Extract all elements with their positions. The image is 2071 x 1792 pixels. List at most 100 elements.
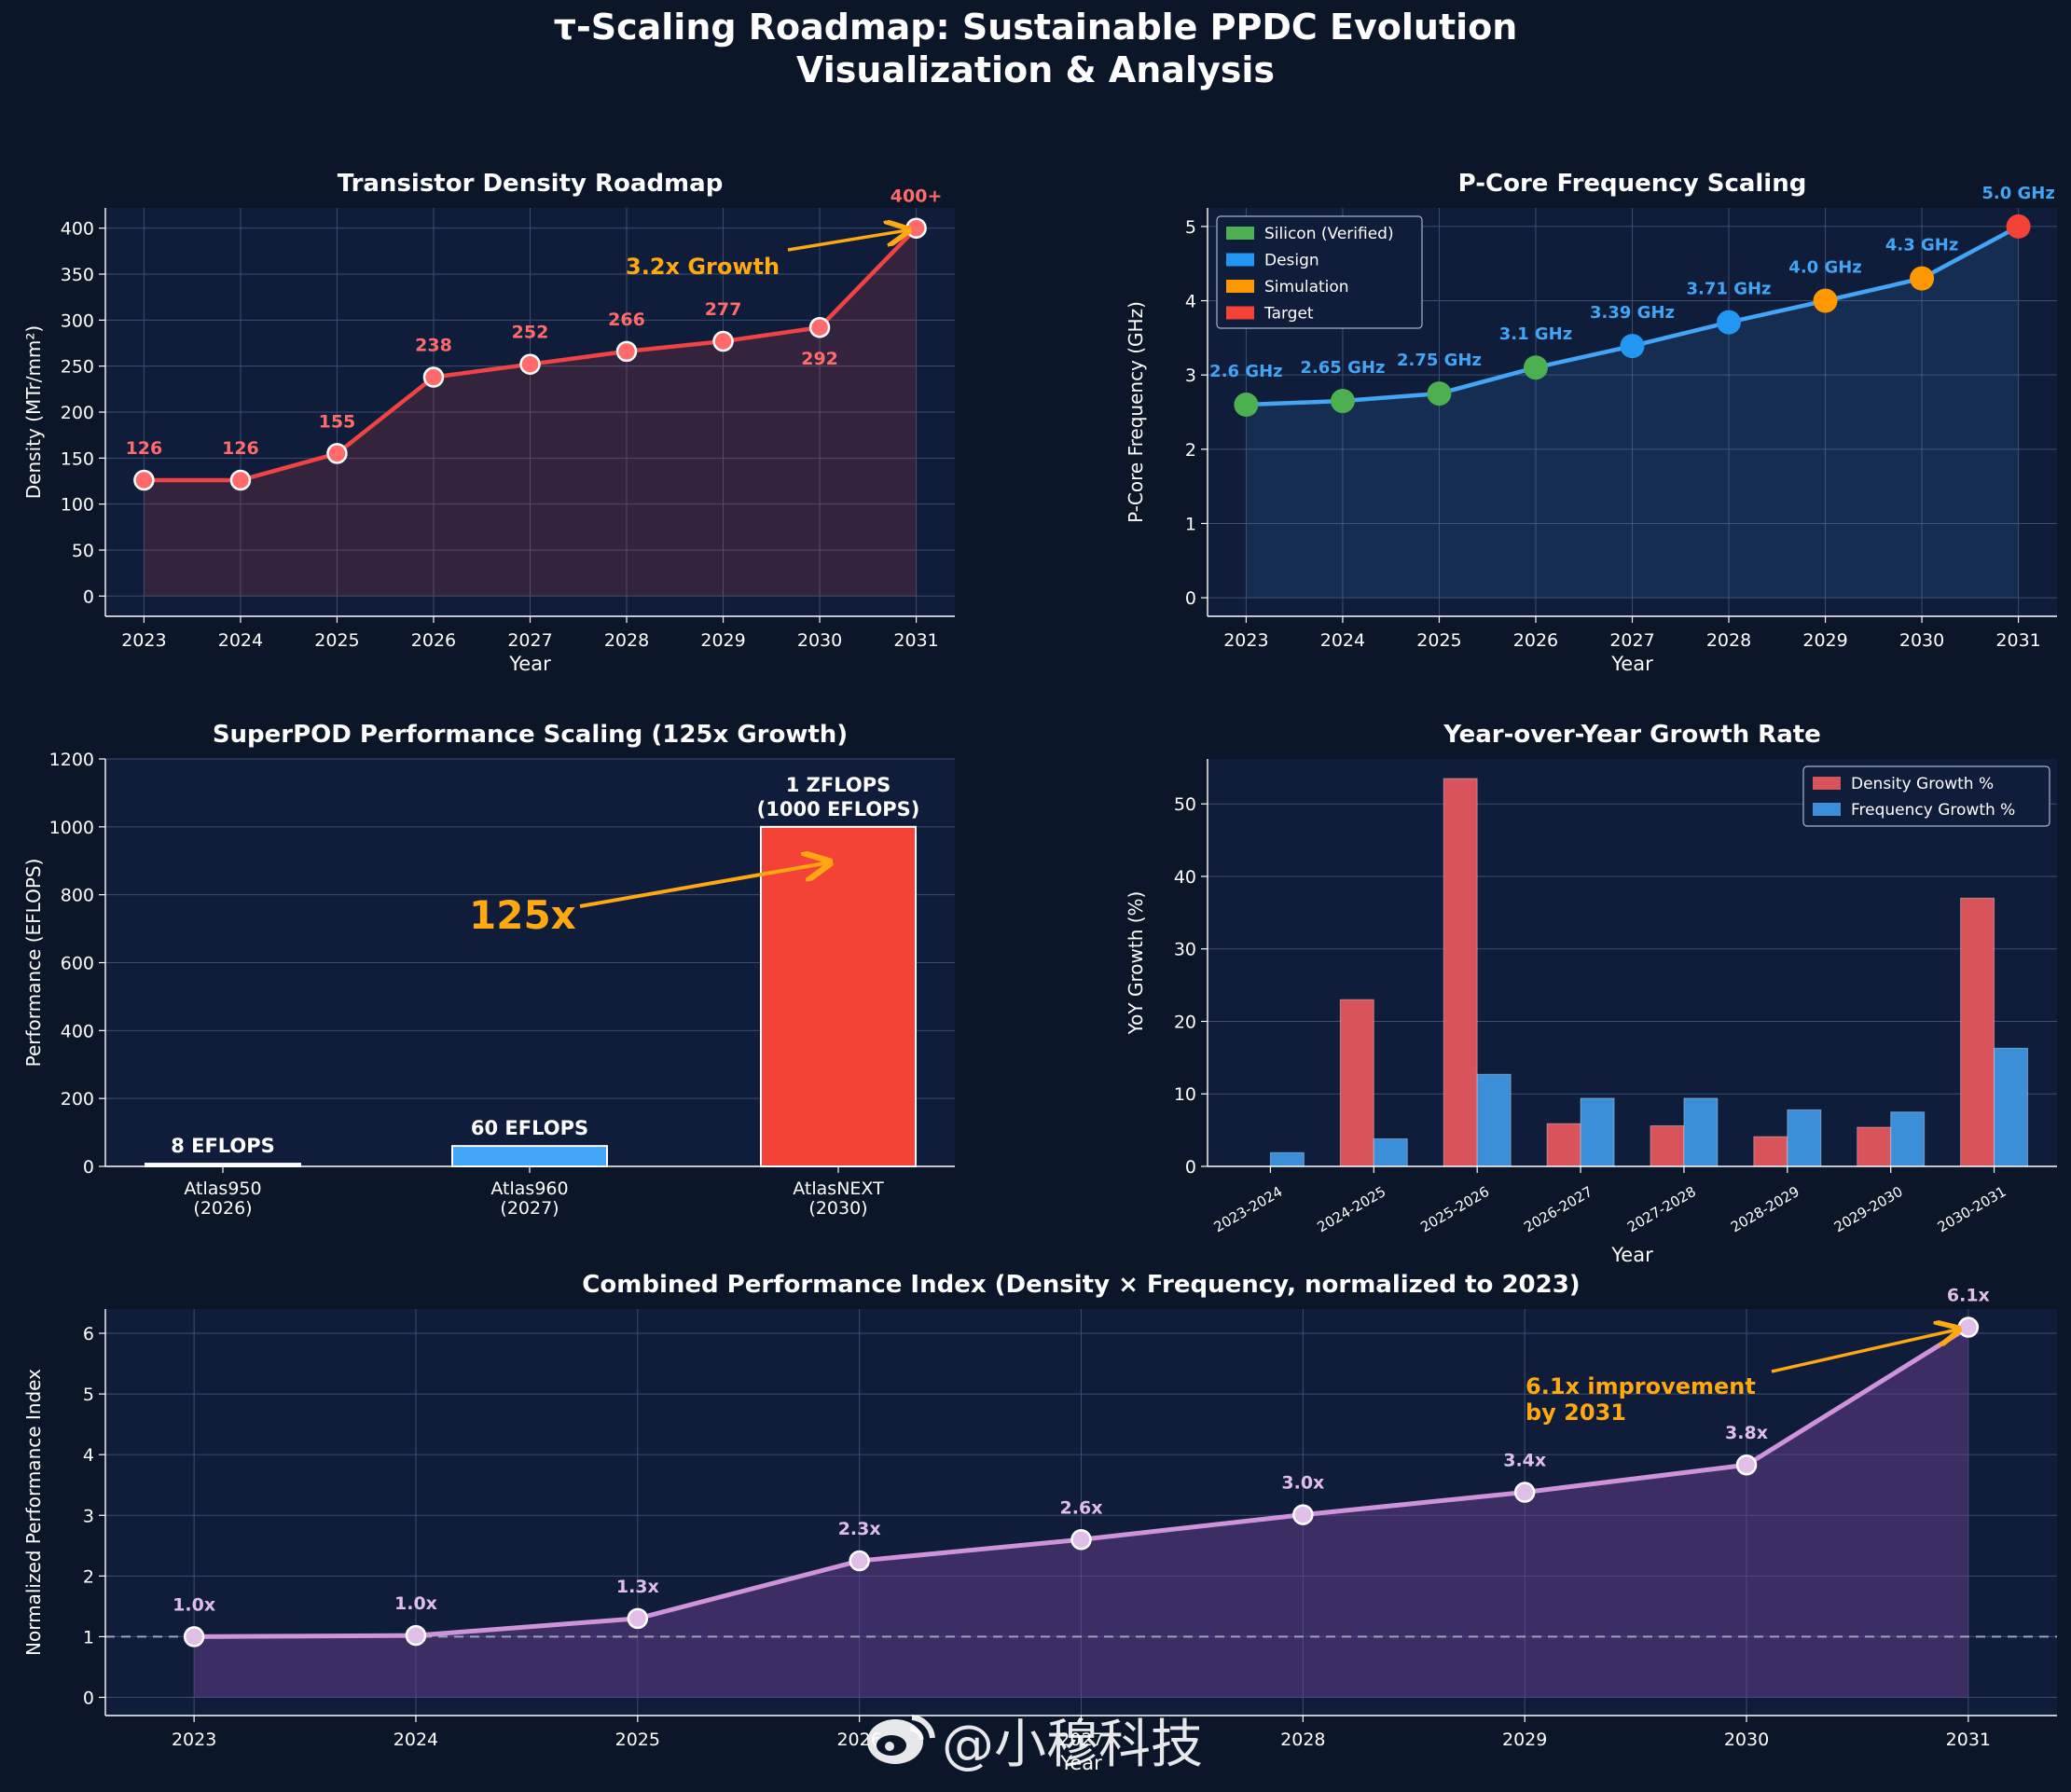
density-title: Transistor Density Roadmap — [338, 170, 724, 198]
density-point — [905, 217, 927, 239]
combined-y-tick-label: 3 — [83, 1506, 94, 1526]
superpod-bar-label: 60 EFLOPS — [471, 1117, 588, 1139]
density-point — [615, 340, 638, 363]
frequency-y-tick-label: 0 — [1185, 588, 1196, 609]
density-point — [229, 469, 252, 491]
frequency-title: P-Core Frequency Scaling — [1458, 170, 1807, 198]
superpod-title: SuperPOD Performance Scaling (125x Growt… — [213, 721, 848, 749]
yoy-legend-swatch — [1813, 803, 1841, 816]
combined-point-label: 1.0x — [173, 1594, 215, 1615]
density-point-label: 155 — [319, 411, 356, 432]
density-x-tick-label: 2025 — [314, 630, 359, 651]
density-point-label: 126 — [126, 438, 163, 459]
frequency-x-tick-label: 2024 — [1320, 630, 1365, 651]
density-annotation-arrow — [787, 230, 909, 252]
frequency-y-tick-label: 5 — [1185, 217, 1196, 238]
density-x-tick-label: 2031 — [893, 630, 938, 651]
density-point-label: 252 — [512, 323, 549, 343]
superpod-annotation: 125x — [469, 892, 576, 938]
frequency-point — [1330, 389, 1355, 414]
combined-x-tick-label: 2029 — [1502, 1730, 1547, 1750]
superpod-y-axis-label: Performance (EFLOPS) — [22, 859, 45, 1068]
frequency-y-tick-label: 4 — [1185, 292, 1196, 312]
density-point-label: 126 — [222, 438, 259, 459]
frequency-x-tick-label: 2029 — [1802, 630, 1847, 651]
yoy-bar — [1683, 1097, 1719, 1167]
density-point-label: 238 — [415, 336, 452, 356]
superpod-y-tick-label: 0 — [83, 1157, 94, 1178]
density-point-label: 266 — [608, 310, 645, 330]
yoy-bar — [1753, 1136, 1788, 1167]
frequency-point — [1910, 266, 1935, 291]
combined-annotation-line-2: by 2031 — [1526, 1399, 1626, 1426]
combined-y-tick-label: 0 — [83, 1688, 94, 1708]
frequency-point — [1717, 310, 1742, 335]
yoy-legend-label: Density Growth % — [1851, 775, 1994, 793]
yoy-bar — [1546, 1123, 1581, 1167]
yoy-bar — [1890, 1111, 1926, 1167]
yoy-bar — [1339, 999, 1374, 1167]
frequency-x-tick-label: 2027 — [1609, 630, 1654, 651]
superpod-y-tick-label: 600 — [61, 954, 94, 974]
combined-point — [1735, 1454, 1758, 1476]
frequency-point — [1813, 288, 1838, 313]
combined-point-label: 2.3x — [838, 1519, 881, 1539]
yoy-y-tick-label: 30 — [1174, 940, 1196, 960]
combined-y-tick-label: 5 — [83, 1385, 94, 1405]
combined-x-axis-label: Year — [1059, 1752, 1102, 1774]
combined-y-axis-label: Normalized Performance Index — [22, 1369, 45, 1656]
combined-point-label: 1.0x — [394, 1593, 437, 1614]
frequency-legend-swatch — [1226, 280, 1254, 293]
frequency-point-label: 2.65 GHz — [1300, 358, 1385, 378]
yoy-title: Year-over-Year Growth Rate — [1443, 721, 1821, 749]
density-y-axis-label: Density (MTr/mm²) — [22, 325, 45, 499]
combined-y-tick-label: 1 — [83, 1627, 94, 1647]
yoy-y-tick-label: 0 — [1185, 1157, 1196, 1178]
watermark-text: @小穆科技 — [942, 1715, 1203, 1775]
superpod-y-tick-label: 800 — [61, 886, 94, 906]
frequency-legend-swatch — [1226, 253, 1254, 267]
superpod-x-tick-label: (2030) — [808, 1198, 867, 1219]
combined-point — [183, 1626, 205, 1647]
yoy-x-tick-label: 2024-2025 — [1315, 1183, 1389, 1235]
yoy-x-tick-label: 2025-2026 — [1417, 1183, 1492, 1235]
superpod-x-tick-label: (2027) — [500, 1198, 559, 1219]
figure-title: τ-Scaling Roadmap: Sustainable PPDC Evol… — [0, 6, 2071, 91]
frequency-legend-swatch — [1226, 227, 1254, 240]
combined-x-tick-label: 2028 — [1280, 1730, 1325, 1750]
superpod-bar-label: 1 ZFLOPS — [786, 774, 891, 796]
combined-point — [627, 1607, 649, 1630]
yoy-y-axis-label: YoY Growth (%) — [1125, 891, 1147, 1036]
combined-point-label: 2.6x — [1060, 1497, 1103, 1518]
density-y-tick-label: 150 — [61, 448, 94, 469]
frequency-x-tick-label: 2026 — [1513, 630, 1558, 651]
density-point — [326, 443, 348, 464]
frequency-y-tick-label: 1 — [1185, 514, 1196, 534]
combined-point-label: 3.0x — [1281, 1473, 1324, 1494]
combined-x-tick-label: 2027 — [1058, 1730, 1103, 1750]
density-x-tick-label: 2027 — [507, 630, 552, 651]
density-point — [519, 353, 541, 375]
frequency-area-fill — [1246, 226, 2019, 599]
yoy-bar — [1960, 897, 1995, 1167]
yoy-bar — [1787, 1109, 1822, 1167]
density-x-tick-label: 2028 — [604, 630, 649, 651]
yoy-bar — [1443, 778, 1478, 1167]
density-y-tick-label: 100 — [61, 495, 94, 516]
superpod-bar-label: 8 EFLOPS — [171, 1135, 275, 1157]
frequency-y-tick-label: 2 — [1185, 440, 1196, 461]
density-x-tick-label: 2030 — [797, 630, 842, 651]
combined-y-tick-label: 4 — [83, 1445, 94, 1466]
yoy-bar — [1269, 1151, 1305, 1167]
combined-title: Combined Performance Index (Density × Fr… — [582, 1271, 1580, 1299]
yoy-x-axis-label: Year — [1610, 1244, 1653, 1266]
combined-point — [405, 1624, 427, 1647]
yoy-y-tick-label: 50 — [1174, 794, 1196, 815]
density-point — [712, 330, 734, 352]
combined-point — [1957, 1316, 1980, 1338]
frequency-point-label: 3.71 GHz — [1687, 280, 1772, 299]
density-y-tick-label: 350 — [61, 265, 94, 285]
frequency-point — [2006, 214, 2031, 239]
density-point — [133, 469, 155, 491]
combined-point — [849, 1550, 870, 1572]
